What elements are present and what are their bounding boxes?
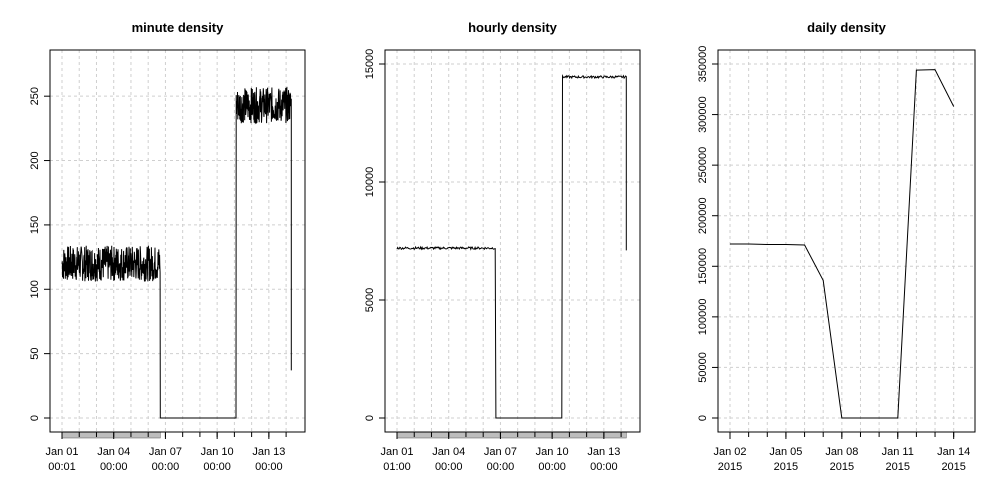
- plot-title: hourly density: [468, 20, 558, 35]
- x-tick-label-time: 00:00: [203, 461, 231, 473]
- y-tick-label: 15000: [364, 49, 376, 80]
- x-tick-label-date: Jan 13: [587, 446, 620, 458]
- y-tick-label: 250000: [697, 147, 709, 184]
- series-line: [730, 69, 955, 419]
- x-tick-label-date: Jan 02: [713, 446, 746, 458]
- x-tick-label-time: 2015: [774, 461, 798, 473]
- y-tick-label: 100000: [697, 298, 709, 335]
- x-tick-label-time: 00:00: [590, 461, 618, 473]
- plot-frame: [49, 49, 306, 433]
- x-tick-label-date: Jan 14: [937, 446, 970, 458]
- x-tick-label-time: 01:00: [383, 461, 411, 473]
- y-tick-label: 50: [29, 348, 41, 360]
- x-tick-label-date: Jan 04: [432, 446, 465, 458]
- x-tick-label-time: 00:00: [152, 461, 180, 473]
- y-tick-label: 0: [697, 415, 709, 421]
- x-tick-label-time: 00:00: [487, 461, 515, 473]
- x-tick-label-time: 2015: [718, 461, 742, 473]
- y-tick-label: 50000: [697, 352, 709, 383]
- x-tick-label-time: 00:01: [48, 461, 76, 473]
- x-tick-label-time: 00:00: [435, 461, 463, 473]
- x-tick-label-date: Jan 10: [536, 446, 569, 458]
- x-tick-label-time: 2015: [886, 461, 910, 473]
- y-tick-label: 350000: [697, 46, 709, 83]
- y-tick-label: 0: [364, 415, 376, 421]
- series-line: [396, 74, 627, 419]
- x-tick-label-time: 00:00: [538, 461, 566, 473]
- x-tick-label-time: 2015: [830, 461, 854, 473]
- y-tick-label: 100: [29, 280, 41, 298]
- y-tick-label: 150: [29, 216, 41, 234]
- x-tick-label-date: Jan 08: [825, 446, 858, 458]
- x-tick-label-date: Jan 01: [45, 446, 78, 458]
- x-tick-label-date: Jan 01: [380, 446, 413, 458]
- y-tick-label: 250: [29, 87, 41, 105]
- x-tick-label-time: 2015: [941, 461, 965, 473]
- y-tick-label: 5000: [364, 288, 376, 312]
- series-line: [61, 86, 292, 419]
- x-tick-label-time: 00:00: [255, 461, 283, 473]
- plot-frame: [717, 49, 976, 433]
- y-tick-label: 200000: [697, 197, 709, 234]
- rug-bar: [61, 431, 161, 439]
- plot-title: daily density: [807, 20, 887, 35]
- y-tick-label: 0: [29, 415, 41, 421]
- plot-title: minute density: [132, 20, 225, 35]
- x-tick-label-date: Jan 10: [201, 446, 234, 458]
- y-tick-label: 150000: [697, 248, 709, 285]
- x-tick-label-time: 00:00: [100, 461, 128, 473]
- plot-frame: [384, 49, 641, 433]
- x-tick-label-date: Jan 13: [252, 446, 285, 458]
- x-tick-label-date: Jan 04: [97, 446, 130, 458]
- y-tick-label: 300000: [697, 96, 709, 133]
- x-tick-label-date: Jan 11: [882, 446, 914, 458]
- y-tick-label: 200: [29, 151, 41, 169]
- x-tick-label-date: Jan 07: [149, 446, 182, 458]
- y-tick-label: 10000: [364, 167, 376, 198]
- x-tick-label-date: Jan 07: [484, 446, 517, 458]
- x-tick-label-date: Jan 05: [769, 446, 802, 458]
